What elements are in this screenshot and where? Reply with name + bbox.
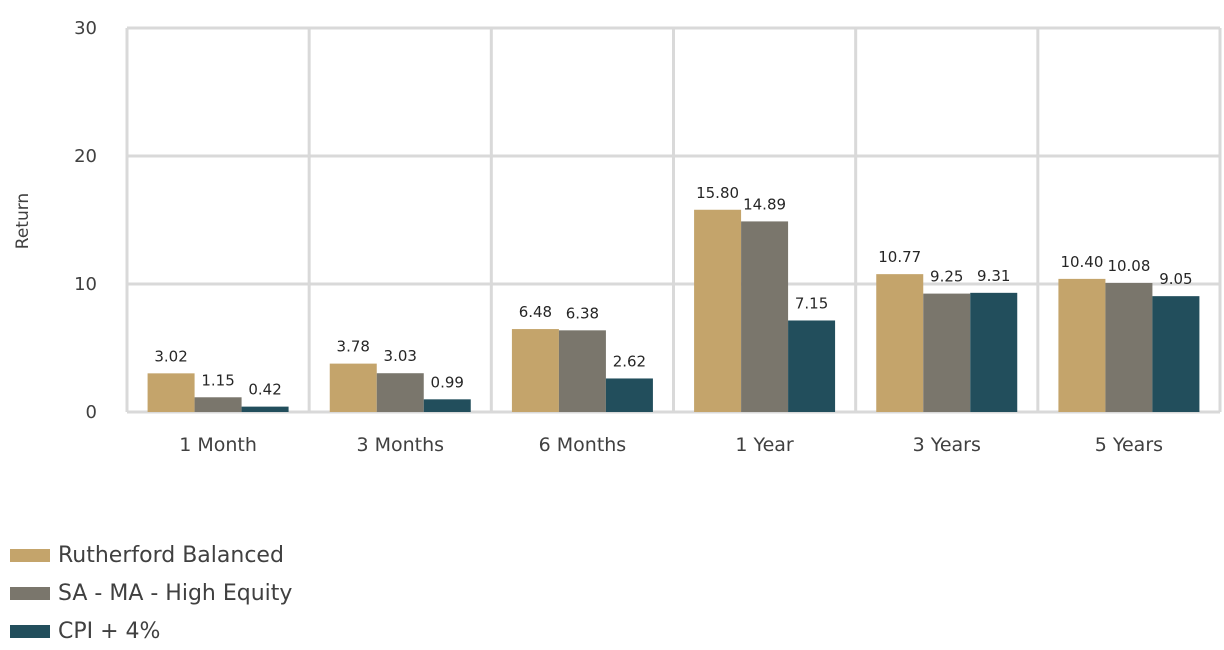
bars [147,209,1200,412]
legend-item: SA - MA - High Equity [10,574,292,612]
bar [876,274,924,412]
data-label: 14.89 [743,195,786,213]
legend-item: Rutherford Balanced [10,536,292,574]
bar [1152,296,1200,412]
legend-label: SA - MA - High Equity [58,580,293,606]
bar [970,292,1018,412]
data-label: 10.08 [1107,257,1150,275]
bar [788,320,836,412]
data-label: 6.48 [519,303,552,321]
data-label: 15.80 [696,184,739,202]
y-tick-label: 20 [74,146,97,167]
bar [605,378,653,412]
legend-swatch [10,624,50,638]
bar [1058,278,1106,412]
x-tick-label: 1 Month [179,434,257,456]
data-label: 10.40 [1060,253,1103,271]
y-tick-label: 30 [74,18,97,39]
legend-label: Rutherford Balanced [58,542,284,568]
bar [241,406,289,412]
bar [376,373,424,412]
data-label: 2.62 [613,352,646,370]
bar-chart: 0 10 20 30 1 Month 3 Months 6 Months 1 Year 3 Ye… [13,18,1222,456]
x-tick-label: 3 Months [356,434,444,456]
x-tick-label: 6 Months [539,434,627,456]
data-label: 7.15 [795,294,828,312]
data-label: 3.03 [384,347,417,365]
x-tick-label: 3 Years [913,434,981,456]
x-tick-label: 1 Year [735,434,794,456]
data-label: 3.78 [337,338,370,356]
data-label: 0.99 [431,373,464,391]
bar [741,221,789,412]
y-tick-label: 0 [86,402,97,423]
bar [423,399,471,412]
data-label: 10.77 [878,248,921,266]
data-label: 9.31 [977,267,1010,285]
data-label: 3.02 [154,347,187,365]
legend-item: CPI + 4% [10,612,292,650]
data-labels: 3.02 1.15 0.42 3.78 3.03 0.99 6.48 6.38 2.62 15.8… [154,184,1192,399]
x-tick-label: 5 Years [1095,434,1163,456]
data-label: 0.42 [248,381,281,399]
y-axis-title: Return [13,193,33,249]
legend-swatch [10,548,50,562]
bar [694,209,742,412]
data-label: 1.15 [201,371,234,389]
legend-swatch [10,586,50,600]
bar [194,397,242,412]
data-label: 6.38 [566,304,599,322]
bar [923,293,971,412]
bar [1105,282,1153,412]
bar [558,330,606,412]
bar [511,329,559,412]
bar [329,363,377,412]
data-label: 9.05 [1159,270,1192,288]
y-tick-label: 10 [74,274,97,295]
gridlines [125,26,1222,414]
axes: 0 10 20 30 1 Month 3 Months 6 Months 1 Year 3 Ye… [74,18,1163,456]
legend: Rutherford Balanced SA - MA - High Equity… [10,536,292,650]
legend-label: CPI + 4% [58,618,161,644]
bar [147,373,195,412]
data-label: 9.25 [930,268,963,286]
